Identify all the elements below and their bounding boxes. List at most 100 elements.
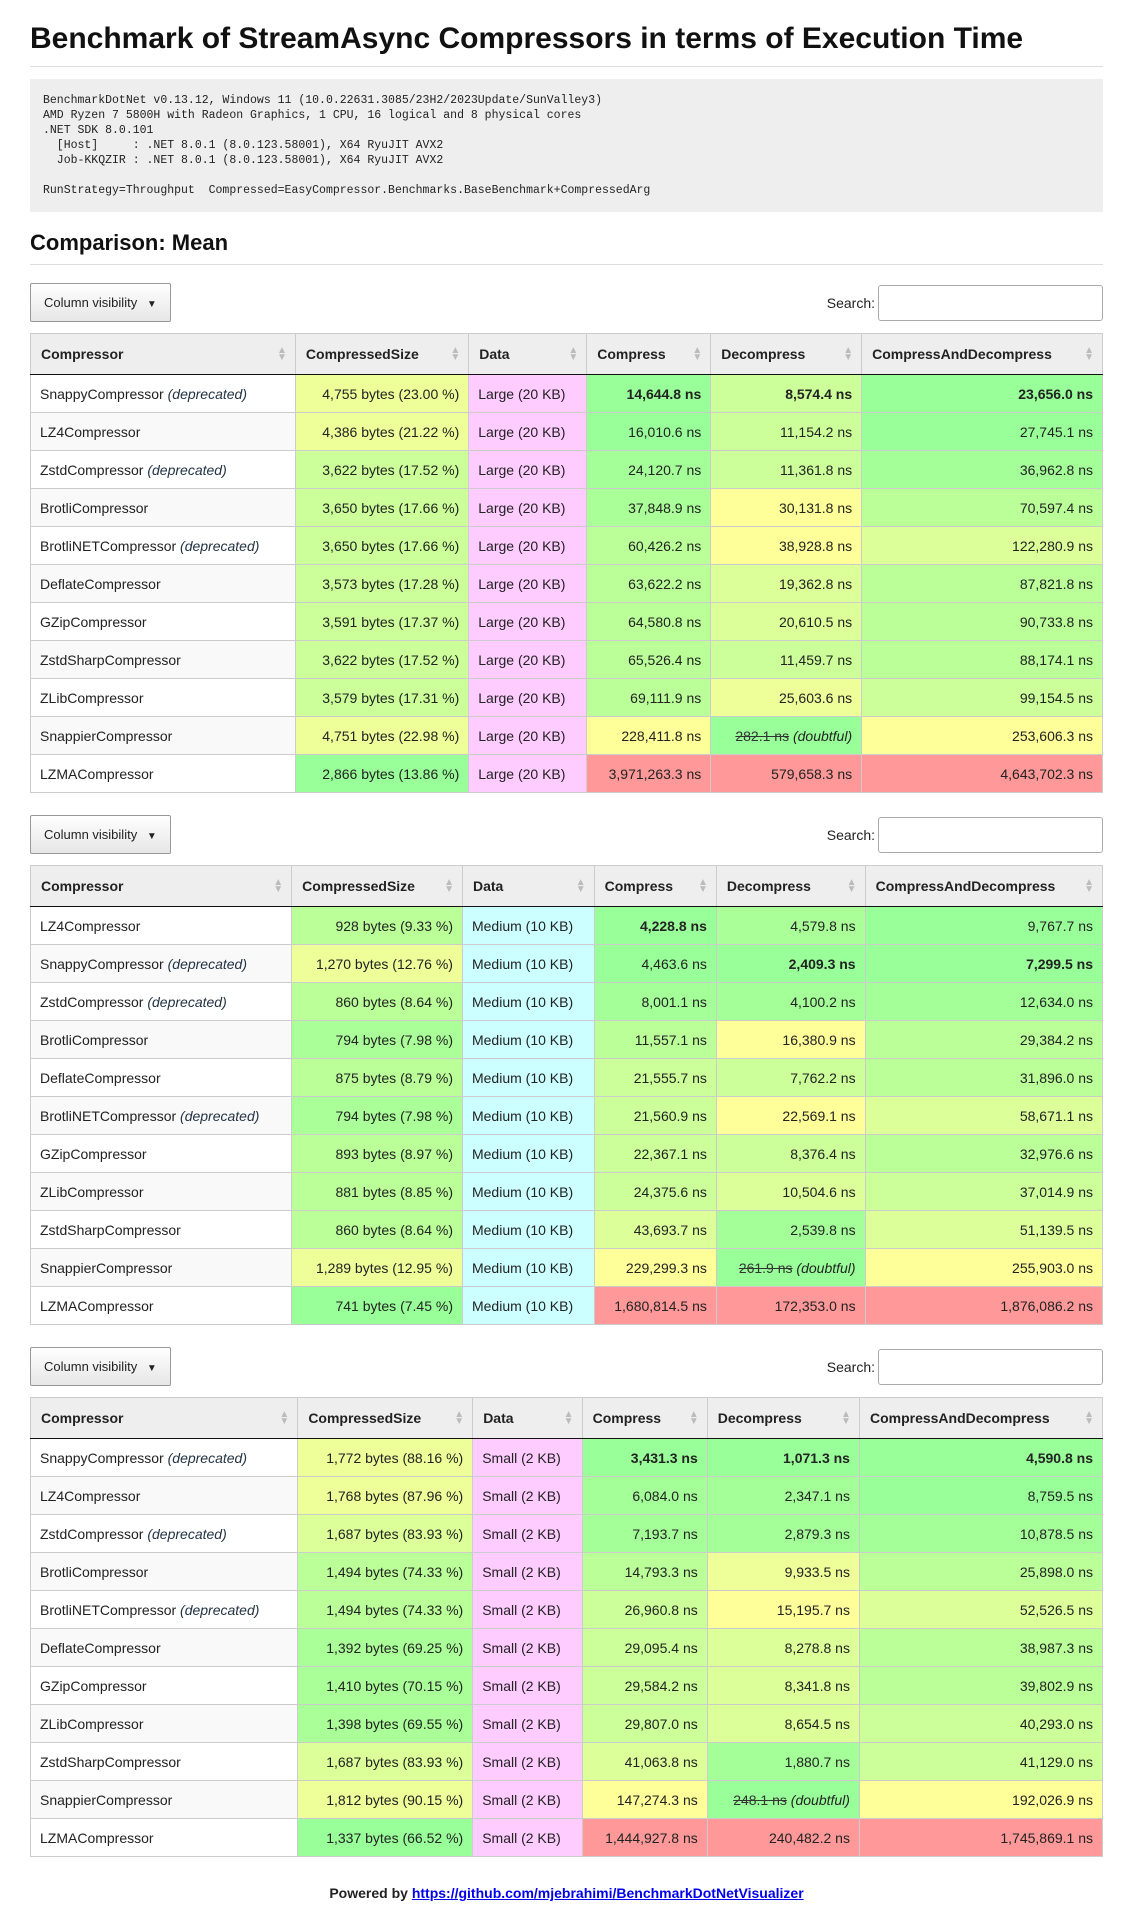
- column-visibility-label: Column visibility: [44, 295, 138, 310]
- compressed-size-cell: 860 bytes (8.64 %): [291, 1210, 463, 1249]
- data-cell: Large (20 KB): [468, 754, 588, 793]
- decompress-value: 248.1 ns: [733, 1791, 787, 1808]
- column-label: Decompress: [726, 878, 811, 894]
- column-header-decompress[interactable]: Decompress ▲ ▼: [710, 333, 863, 375]
- column-header-compress[interactable]: Compress ▲ ▼: [581, 1397, 708, 1439]
- column-header-compressedsize[interactable]: CompressedSize ▲ ▼: [294, 333, 470, 375]
- compress-and-decompress-cell: 40,293.0 ns: [858, 1704, 1104, 1743]
- footer-link[interactable]: https://github.com/mjebrahimi/BenchmarkD…: [411, 1885, 804, 1901]
- compressed-size-cell: 4,751 bytes (22.98 %): [294, 716, 470, 755]
- compressed-size-cell: 1,410 bytes (70.15 %): [297, 1666, 474, 1705]
- compressor-cell: GZipCompressor: [29, 1134, 293, 1173]
- column-visibility-button[interactable]: Column visibility ▼: [30, 1347, 171, 1386]
- data-cell: Small (2 KB): [472, 1476, 583, 1515]
- table-row: ZstdSharpCompressor 3,622 bytes (17.52 %…: [30, 640, 1103, 679]
- compress-cell: 1,680,814.5 ns: [593, 1286, 717, 1325]
- compress-and-decompress-cell: 51,139.5 ns: [864, 1210, 1104, 1249]
- decompress-cell: 282.1 ns (doubtful): [710, 716, 863, 755]
- compressor-cell: BrotliCompressor: [29, 1020, 293, 1059]
- compressor-name: BrotliNETCompressor: [40, 1107, 177, 1124]
- data-cell: Medium (10 KB): [461, 1210, 595, 1249]
- compress-cell: 16,010.6 ns: [586, 412, 712, 451]
- compress-and-decompress-cell: 27,745.1 ns: [861, 412, 1103, 451]
- column-label: CompressAndDecompress: [875, 878, 1056, 894]
- table-row: LZ4Compressor 4,386 bytes (21.22 %) Larg…: [30, 412, 1103, 451]
- column-header-data[interactable]: Data ▲ ▼: [468, 333, 588, 375]
- compress-and-decompress-cell: 9,767.7 ns: [864, 906, 1104, 945]
- table-row: BrotliCompressor 794 bytes (7.98 %) Medi…: [29, 1020, 1104, 1059]
- compress-and-decompress-cell: 36,962.8 ns: [861, 450, 1103, 489]
- decompress-cell: 2,409.3 ns: [715, 944, 866, 983]
- data-cell: Medium (10 KB): [461, 1286, 595, 1325]
- deprecated-tag: (deprecated): [147, 461, 227, 478]
- column-header-compress[interactable]: Compress ▲ ▼: [593, 865, 717, 907]
- search-input[interactable]: [878, 1348, 1103, 1385]
- compressor-name: GZipCompressor: [40, 613, 147, 630]
- column-header-compressanddecompress[interactable]: CompressAndDecompress ▲ ▼: [858, 1397, 1104, 1439]
- compressor-name: ZstdSharpCompressor: [40, 1221, 181, 1238]
- column-header-compressor[interactable]: Compressor ▲ ▼: [29, 865, 293, 907]
- column-header-compressor[interactable]: Compressor ▲ ▼: [30, 333, 296, 375]
- compress-cell: 3,971,263.3 ns: [586, 754, 712, 793]
- compressed-size-cell: 1,392 bytes (69.25 %): [297, 1628, 474, 1667]
- compress-cell: 65,526.4 ns: [586, 640, 712, 679]
- compress-and-decompress-cell: 8,759.5 ns: [858, 1476, 1104, 1515]
- section-title: Comparison: Mean: [30, 230, 1103, 265]
- compressor-name: ZstdCompressor: [40, 1525, 144, 1542]
- compress-cell: 24,375.6 ns: [593, 1172, 717, 1211]
- compress-cell: 22,367.1 ns: [593, 1134, 717, 1173]
- sort-icon: ▲ ▼: [568, 345, 579, 363]
- data-cell: Medium (10 KB): [461, 1096, 595, 1135]
- compress-and-decompress-cell: 25,898.0 ns: [858, 1552, 1104, 1591]
- compressor-cell: DeflateCompressor: [30, 564, 296, 603]
- data-cell: Small (2 KB): [472, 1780, 583, 1819]
- column-header-decompress[interactable]: Decompress ▲ ▼: [706, 1397, 860, 1439]
- compressor-name: GZipCompressor: [40, 1145, 147, 1162]
- compress-cell: 29,095.4 ns: [581, 1628, 708, 1667]
- column-header-decompress[interactable]: Decompress ▲ ▼: [715, 865, 866, 907]
- footer-prefix: Powered by: [329, 1885, 408, 1901]
- column-header-compressor[interactable]: Compressor ▲ ▼: [29, 1397, 299, 1439]
- benchmark-table: Compressor ▲ ▼ CompressedSize ▲ ▼ Data ▲ ▼ Compre…: [30, 333, 1103, 793]
- sort-icon: ▲ ▼: [692, 345, 703, 363]
- table-row: ZstdSharpCompressor 860 bytes (8.64 %) M…: [29, 1210, 1104, 1249]
- column-label: CompressedSize: [302, 878, 415, 894]
- column-visibility-label: Column visibility: [44, 827, 138, 842]
- compressed-size-cell: 1,494 bytes (74.33 %): [297, 1552, 474, 1591]
- column-header-compressedsize[interactable]: CompressedSize ▲ ▼: [297, 1397, 474, 1439]
- sort-icon: ▲ ▼: [273, 877, 284, 895]
- table-row: BrotliNETCompressor (deprecated) 794 byt…: [29, 1096, 1104, 1135]
- compress-cell: 228,411.8 ns: [586, 716, 712, 755]
- data-cell: Large (20 KB): [468, 374, 588, 413]
- column-header-data[interactable]: Data ▲ ▼: [461, 865, 595, 907]
- column-header-compress[interactable]: Compress ▲ ▼: [586, 333, 712, 375]
- search-input[interactable]: [878, 284, 1103, 321]
- search-input[interactable]: [878, 816, 1103, 853]
- compressor-cell: LZ4Compressor: [29, 906, 293, 945]
- compressed-size-cell: 3,650 bytes (17.66 %): [294, 526, 470, 565]
- column-header-data[interactable]: Data ▲ ▼: [472, 1397, 583, 1439]
- compress-and-decompress-cell: 192,026.9 ns: [858, 1780, 1104, 1819]
- column-header-compressedsize[interactable]: CompressedSize ▲ ▼: [291, 865, 463, 907]
- column-visibility-button[interactable]: Column visibility ▼: [30, 815, 171, 854]
- compressor-cell: BrotliCompressor: [30, 488, 296, 527]
- column-header-compressanddecompress[interactable]: CompressAndDecompress ▲ ▼: [861, 333, 1103, 375]
- compress-cell: 7,193.7 ns: [581, 1514, 708, 1553]
- decompress-cell: 172,353.0 ns: [715, 1286, 866, 1325]
- dropdown-caret-icon: ▼: [146, 831, 157, 842]
- search-label: Search:: [826, 1358, 875, 1375]
- table-row: ZLibCompressor 3,579 bytes (17.31 %) Lar…: [30, 678, 1103, 717]
- tables-container: Column visibility ▼ Search: Compressor ▲ ▼…: [29, 283, 1104, 1857]
- decompress-cell: 11,361.8 ns: [710, 450, 863, 489]
- compress-and-decompress-cell: 1,876,086.2 ns: [864, 1286, 1104, 1325]
- column-header-compressanddecompress[interactable]: CompressAndDecompress ▲ ▼: [864, 865, 1104, 907]
- compressor-cell: LZ4Compressor: [29, 1476, 299, 1515]
- data-cell: Large (20 KB): [468, 412, 588, 451]
- compressor-cell: SnappyCompressor (deprecated): [29, 1438, 299, 1477]
- data-cell: Large (20 KB): [468, 640, 588, 679]
- dropdown-caret-icon: ▼: [146, 1363, 157, 1374]
- data-cell: Small (2 KB): [472, 1438, 583, 1477]
- column-visibility-button[interactable]: Column visibility ▼: [30, 283, 171, 322]
- deprecated-tag: (deprecated): [167, 385, 248, 402]
- compressor-name: LZ4Compressor: [40, 423, 141, 440]
